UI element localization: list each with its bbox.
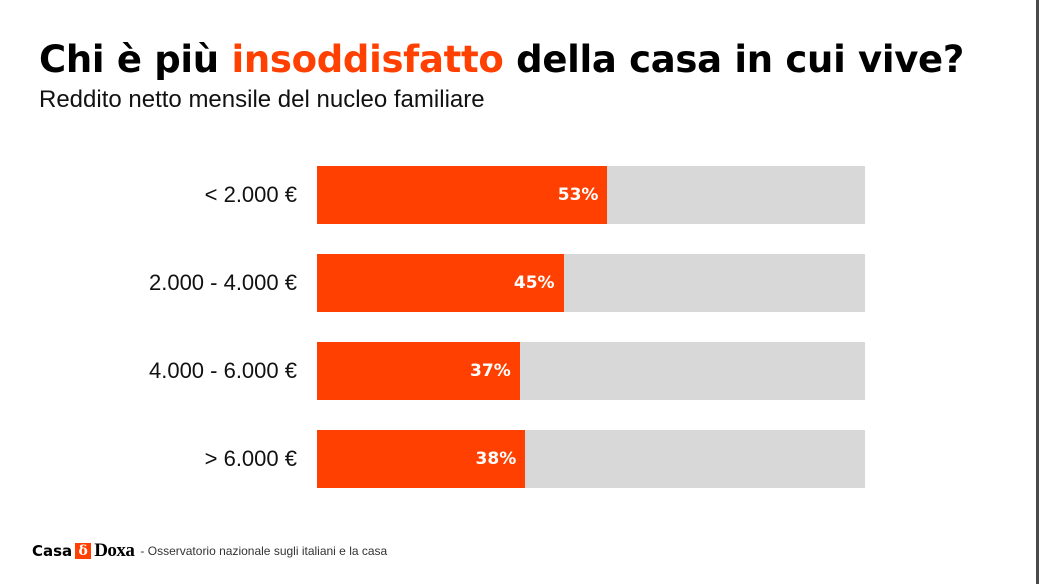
bar: 45% xyxy=(317,254,564,312)
bar-track: 37% xyxy=(317,342,865,400)
bar: 38% xyxy=(317,430,526,488)
footer-note: - Osservatorio nazionale sugli italiani … xyxy=(140,544,388,558)
category-label: 4.000 - 6.000 € xyxy=(148,358,297,383)
title-prefix: Chi è più xyxy=(39,38,232,81)
bar-track: 38% xyxy=(317,430,865,488)
footer: Casa δ Doxa - Osservatorio nazionale sug… xyxy=(32,540,387,562)
right-border xyxy=(1036,0,1039,584)
logo-mark-icon: δ xyxy=(75,543,92,559)
bar: 37% xyxy=(317,342,520,400)
category-label: < 2.000 € xyxy=(204,182,297,207)
title-highlight: insoddisfatto xyxy=(231,38,504,81)
bar-value-label: 53% xyxy=(557,185,599,205)
category-label: > 6.000 € xyxy=(204,446,297,471)
title-suffix: della casa in cui vive? xyxy=(503,38,965,81)
logo-casa-text: Casa xyxy=(32,542,73,560)
bar-value-label: 37% xyxy=(470,361,511,381)
logo-doxa-text: Doxa xyxy=(94,540,135,561)
bar-track: 53% xyxy=(317,166,865,224)
bar: 53% xyxy=(317,166,608,224)
page-title: Chi è più insoddisfatto della casa in cu… xyxy=(39,38,964,81)
bar-value-label: 45% xyxy=(513,273,555,293)
bar-value-label: 38% xyxy=(475,449,517,469)
page-subtitle: Reddito netto mensile del nucleo familia… xyxy=(39,86,485,113)
bar-track: 45% xyxy=(317,254,865,312)
category-label: 2.000 - 4.000 € xyxy=(148,270,297,295)
